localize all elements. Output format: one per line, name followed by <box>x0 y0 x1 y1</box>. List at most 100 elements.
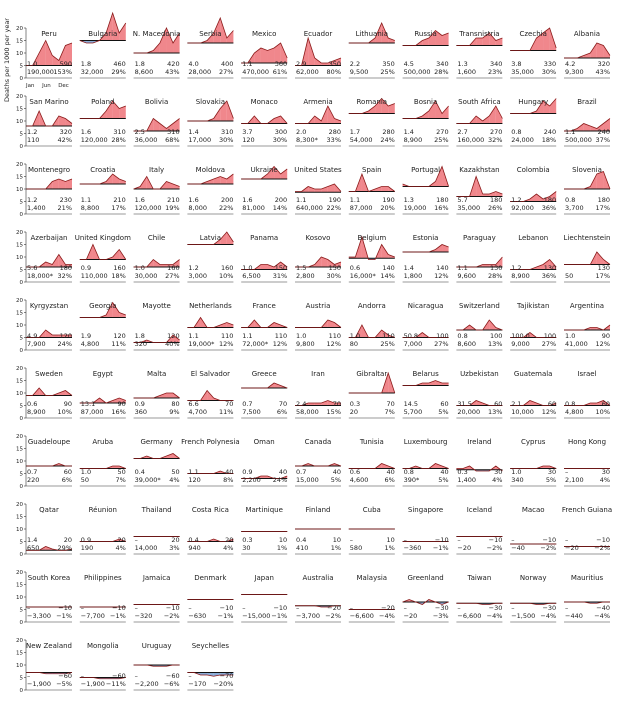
uncertainty-value: 0.4 <box>296 536 306 544</box>
excess-per-million: 90 <box>602 332 610 340</box>
country-name: New Zealand <box>26 642 72 650</box>
mortality-line <box>295 605 341 608</box>
excess-area <box>65 43 72 66</box>
excess-per-million: −70 <box>220 672 234 680</box>
uncertainty-value: 5.7 <box>457 196 467 204</box>
excess-area <box>280 43 288 63</box>
mortality-line <box>187 316 234 328</box>
y-tick-label: 5 <box>20 64 24 70</box>
excess-area <box>476 400 483 406</box>
country-name: Uzbekistan <box>460 370 499 378</box>
mortality-line <box>26 463 72 467</box>
uncertainty-value: 1.7 <box>350 128 360 136</box>
excess-area <box>166 28 174 53</box>
uncertainty-value: 0.9 <box>242 468 252 476</box>
excess-per-million: 320 <box>60 128 72 136</box>
excess-area <box>482 264 490 267</box>
excess-per-million: 50 <box>171 468 179 476</box>
country-name: Hong Kong <box>568 438 606 446</box>
excess-area <box>590 403 597 406</box>
excess-percent: −1% <box>218 612 234 620</box>
mortality-line <box>348 324 395 338</box>
excess-area <box>435 101 443 119</box>
uncertainty-value: 0.7 <box>296 468 306 476</box>
excess-percent: 20% <box>380 204 394 212</box>
excess-percent: −2% <box>487 544 503 552</box>
excess-area <box>106 13 113 41</box>
country-name: Qatar <box>39 506 59 514</box>
excess-area <box>65 335 72 338</box>
uncertainty-value: 1.0 <box>296 332 306 340</box>
excess-percent: 4% <box>115 544 125 552</box>
excess-area <box>368 106 376 114</box>
mortality-line <box>564 601 610 604</box>
uncertainty-value: 1.4 <box>188 128 198 136</box>
excess-deaths: 72,000* <box>242 340 269 348</box>
excess-per-million: 40 <box>333 468 341 476</box>
excess-area <box>159 123 167 131</box>
excess-deaths: 9,000 <box>511 340 530 348</box>
excess-deaths: 54,000 <box>350 136 373 144</box>
uncertainty-value: 0.4 <box>188 536 198 544</box>
excess-deaths: 190,000 <box>27 68 54 76</box>
excess-deaths: 120 <box>242 136 254 144</box>
country-name: Japan <box>253 574 274 582</box>
excess-area <box>375 23 382 43</box>
excess-deaths: 8,000 <box>188 204 207 212</box>
excess-percent: 37% <box>596 136 610 144</box>
country-name: Ecuador <box>304 30 333 38</box>
y-tick-label: 10 <box>16 323 23 329</box>
excess-area <box>173 184 180 189</box>
excess-percent: 27% <box>434 340 448 348</box>
excess-area <box>388 38 395 43</box>
country-name: Croatia <box>90 166 115 174</box>
excess-deaths: 87,000 <box>350 204 373 212</box>
excess-area <box>260 476 268 479</box>
mortality-line <box>133 175 180 190</box>
excess-deaths: 87,000 <box>81 408 104 416</box>
excess-area <box>220 322 227 328</box>
excess-deaths: 10,000 <box>511 408 534 416</box>
excess-per-million: −30 <box>489 604 503 612</box>
country-name: Kyrgyzstan <box>30 302 68 310</box>
mortality-line <box>26 110 73 127</box>
deficit-area <box>200 672 208 675</box>
uncertainty-value: 2.0 <box>296 128 306 136</box>
excess-percent: 12% <box>327 340 341 348</box>
excess-area <box>274 43 281 63</box>
uncertainty-value: 1.4 <box>404 264 414 272</box>
uncertainty-value: 1.1 <box>350 196 360 204</box>
uncertainty-value: 2.9 <box>296 60 306 68</box>
excess-area <box>58 335 66 338</box>
excess-per-million: −10 <box>112 604 126 612</box>
country-name: Mexico <box>252 30 276 38</box>
excess-deaths: 17,000 <box>188 136 211 144</box>
excess-area <box>489 191 496 197</box>
excess-area <box>173 259 180 267</box>
excess-percent: −2% <box>540 544 556 552</box>
excess-deaths: 3,700 <box>565 204 584 212</box>
excess-area <box>543 466 550 469</box>
country-name: Latvia <box>200 234 221 242</box>
excess-per-million: 160 <box>221 264 233 272</box>
excess-percent: 11% <box>111 340 125 348</box>
country-name: Switzerland <box>459 302 500 310</box>
x-tick-label: Jan <box>25 83 35 89</box>
uncertainty-value: – <box>404 604 407 612</box>
mortality-line <box>348 172 396 193</box>
uncertainty-value: 1.2 <box>188 264 198 272</box>
y-tick-label: 15 <box>16 515 23 521</box>
mortality-line <box>79 100 126 119</box>
excess-per-million: 40 <box>279 468 287 476</box>
excess-deaths: 220 <box>27 476 39 484</box>
excess-percent: 80% <box>327 68 341 76</box>
excess-deaths: 120,000 <box>81 136 108 144</box>
excess-deaths: 1,400 <box>27 204 46 212</box>
mortality-line <box>26 39 73 66</box>
excess-per-million: 40 <box>387 468 395 476</box>
excess-percent: 3% <box>169 544 179 552</box>
excess-deaths: 32,000 <box>81 68 104 76</box>
y-tick-label: 5 <box>20 200 24 206</box>
excess-area <box>274 116 281 124</box>
uncertainty-value: 1.6 <box>188 196 198 204</box>
